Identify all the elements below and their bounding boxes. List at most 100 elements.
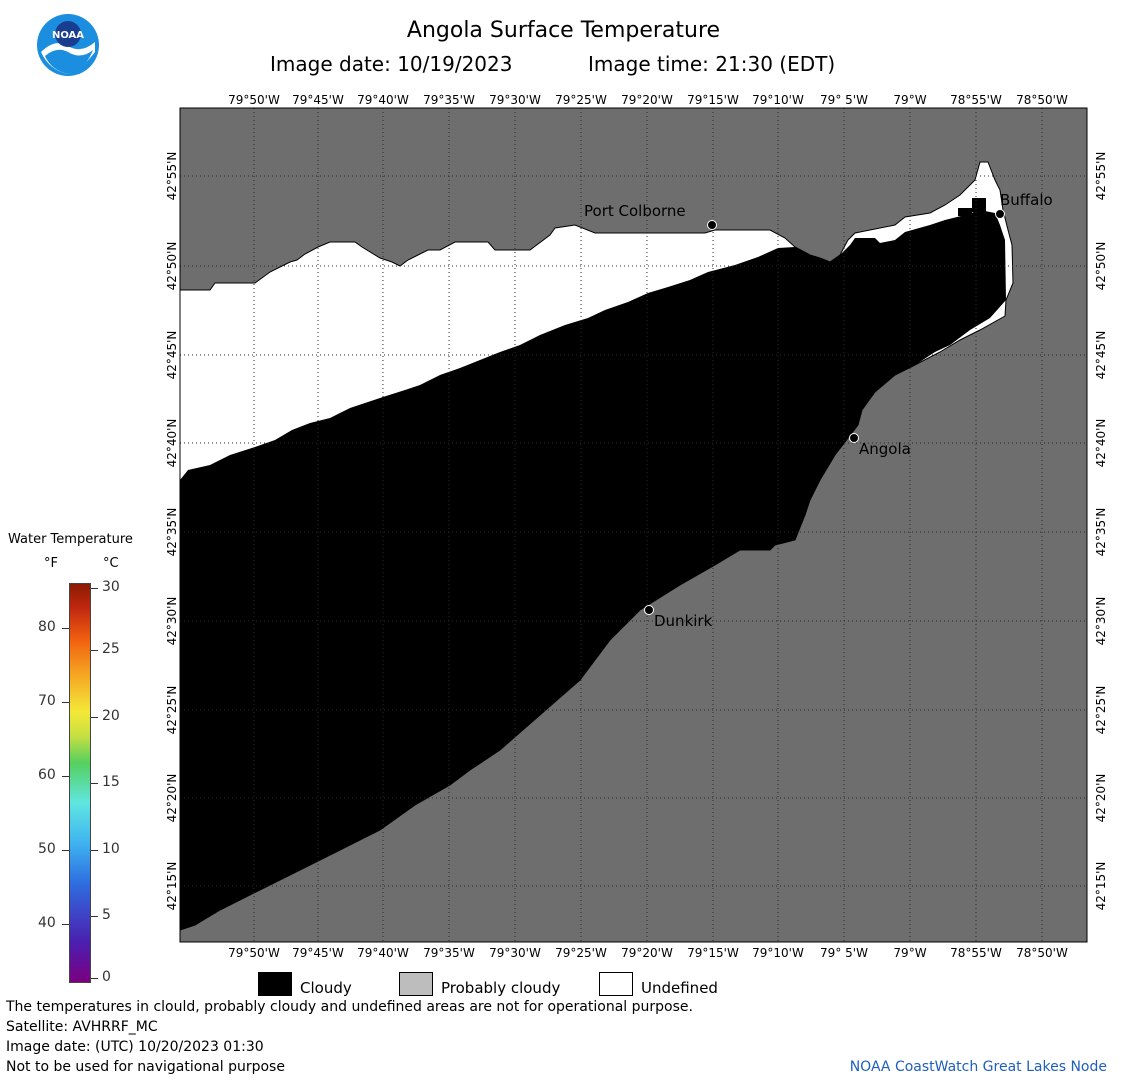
legend-undefined-label: Undefined <box>641 979 718 997</box>
city-angola-label: Angola <box>859 440 911 458</box>
footer-utc-date: Image date: (UTC) 10/20/2023 01:30 <box>6 1039 264 1055</box>
lat-label-right: 42°40'N <box>1094 419 1108 468</box>
colorbar-f-tick-mark <box>62 702 69 703</box>
colorbar-c-tick: 15 <box>102 774 120 790</box>
colorbar-c-tick: 10 <box>102 841 120 857</box>
lon-label-bottom: 79°20'W <box>621 946 673 960</box>
colorbar-f-tick-mark <box>62 776 69 777</box>
lat-label-left: 42°40'N <box>165 419 179 468</box>
noaa-logo: NOAA <box>37 14 99 76</box>
colorbar-unit-c: °C <box>103 556 119 571</box>
lon-label-bottom: 79°W <box>893 946 926 960</box>
city-angola-marker <box>849 433 859 443</box>
colorbar-c-tick-mark <box>91 588 98 589</box>
legend-probably-cloudy-label: Probably cloudy <box>441 979 561 997</box>
city-buffalo-marker <box>995 209 1005 219</box>
image-time: Image time: 21:30 (EDT) <box>588 52 836 76</box>
lat-label-right: 42°15'N <box>1094 862 1108 911</box>
legend-undefined-swatch <box>599 972 633 996</box>
footer-disclaimer: The temperatures in clould, probably clo… <box>6 999 693 1015</box>
lon-label-bottom: 79°40'W <box>357 946 409 960</box>
colorbar-f-tick: 60 <box>38 767 56 783</box>
colorbar-c-tick-mark <box>91 916 98 917</box>
legend-cloudy-swatch <box>258 972 292 996</box>
noaa-logo-text: NOAA <box>52 30 84 41</box>
cloudy-pixel <box>972 198 986 212</box>
longitude-labels-bottom: 79°50'W 79°45'W 79°40'W 79°35'W 79°30'W 79°25… <box>228 946 1068 960</box>
lon-label-top: 79°10'W <box>752 93 804 107</box>
lon-label-top: 79°40'W <box>357 93 409 107</box>
lon-label-bottom: 79°10'W <box>752 946 804 960</box>
colorbar-gradient <box>69 583 91 983</box>
footer-navigation-warning: Not to be used for navigational purpose <box>6 1059 285 1075</box>
map-title: Angola Surface Temperature <box>406 18 721 43</box>
lon-label-top: 79° 5'W <box>820 93 868 107</box>
lat-label-right: 42°30'N <box>1094 597 1108 646</box>
lon-label-bottom: 79°35'W <box>423 946 475 960</box>
lon-label-top: 79°35'W <box>423 93 475 107</box>
lat-label-right: 42°35'N <box>1094 508 1108 557</box>
city-port-colborne-label: Port Colborne <box>584 202 686 220</box>
lon-label-bottom: 79°25'W <box>555 946 607 960</box>
lat-label-left: 42°55'N <box>165 152 179 201</box>
image-date: Image date: 10/19/2023 <box>270 52 513 76</box>
colorbar-f-tick-mark <box>62 850 69 851</box>
colorbar-c-tick-mark <box>91 783 98 784</box>
colorbar-f-tick-mark <box>62 628 69 629</box>
lon-label-top: 79°30'W <box>489 93 541 107</box>
colorbar-title: Water Temperature <box>8 532 133 547</box>
colorbar-c-tick-mark <box>91 717 98 718</box>
lat-label-right: 42°50'N <box>1094 242 1108 291</box>
grid-lines <box>180 108 1087 942</box>
cloudy-area <box>180 210 1006 930</box>
colorbar-c-tick: 0 <box>102 969 111 985</box>
lon-label-top: 79°20'W <box>621 93 673 107</box>
city-port-colborne-marker <box>707 220 717 230</box>
latitude-labels-left: 42°55'N 42°50'N 42°45'N 42°40'N 42°35'N 42°30… <box>165 152 179 911</box>
city-dunkirk-label: Dunkirk <box>654 612 713 630</box>
lon-label-top: 79°25'W <box>555 93 607 107</box>
legend-probably-cloudy-swatch <box>399 972 433 996</box>
lon-label-top: 79°45'W <box>292 93 344 107</box>
lon-label-top: 78°50'W <box>1016 93 1068 107</box>
colorbar-f-tick: 80 <box>38 619 56 635</box>
city-dunkirk-marker <box>644 605 654 615</box>
colorbar-c-tick-mark <box>91 650 98 651</box>
lat-label-left: 42°45'N <box>165 331 179 380</box>
cloudy-pixel <box>958 208 972 216</box>
lat-label-right: 42°25'N <box>1094 686 1108 735</box>
lat-label-right: 42°20'N <box>1094 774 1108 823</box>
lat-label-right: 42°55'N <box>1094 152 1108 201</box>
lon-label-bottom: 79°30'W <box>489 946 541 960</box>
colorbar-c-tick: 20 <box>102 708 120 724</box>
lon-label-top: 79°50'W <box>228 93 280 107</box>
colorbar-c-tick: 5 <box>102 907 111 923</box>
lon-label-bottom: 79°50'W <box>228 946 280 960</box>
colorbar-f-tick-mark <box>62 924 69 925</box>
legend-cloudy-label: Cloudy <box>300 979 352 997</box>
colorbar-f-tick: 70 <box>38 693 56 709</box>
footer-satellite: Satellite: AVHRRF_MC <box>6 1019 158 1035</box>
lon-label-top: 78°55'W <box>950 93 1002 107</box>
lon-label-top: 79°15'W <box>687 93 739 107</box>
city-markers: Port Colborne Buffalo Angola Dunkirk <box>584 191 1053 630</box>
colorbar-c-tick: 30 <box>102 579 120 595</box>
footer-credit: NOAA CoastWatch Great Lakes Node <box>849 1059 1107 1075</box>
lat-label-right: 42°45'N <box>1094 331 1108 380</box>
lon-label-bottom: 78°50'W <box>1016 946 1068 960</box>
longitude-labels-top: 79°50'W 79°45'W 79°40'W 79°35'W 79°30'W 79°25… <box>228 93 1068 107</box>
colorbar-f-tick: 40 <box>38 915 56 931</box>
lon-label-bottom: 79°45'W <box>292 946 344 960</box>
colorbar-c-tick-mark <box>91 850 98 851</box>
lat-label-left: 42°25'N <box>165 686 179 735</box>
colorbar-unit-f: °F <box>44 556 58 571</box>
lon-label-bottom: 79° 5'W <box>820 946 868 960</box>
colorbar-f-tick: 50 <box>38 841 56 857</box>
lat-label-left: 42°50'N <box>165 242 179 291</box>
lat-label-left: 42°30'N <box>165 597 179 646</box>
lat-label-left: 42°15'N <box>165 862 179 911</box>
colorbar-c-tick: 25 <box>102 641 120 657</box>
lat-label-left: 42°20'N <box>165 774 179 823</box>
lon-label-bottom: 78°55'W <box>950 946 1002 960</box>
